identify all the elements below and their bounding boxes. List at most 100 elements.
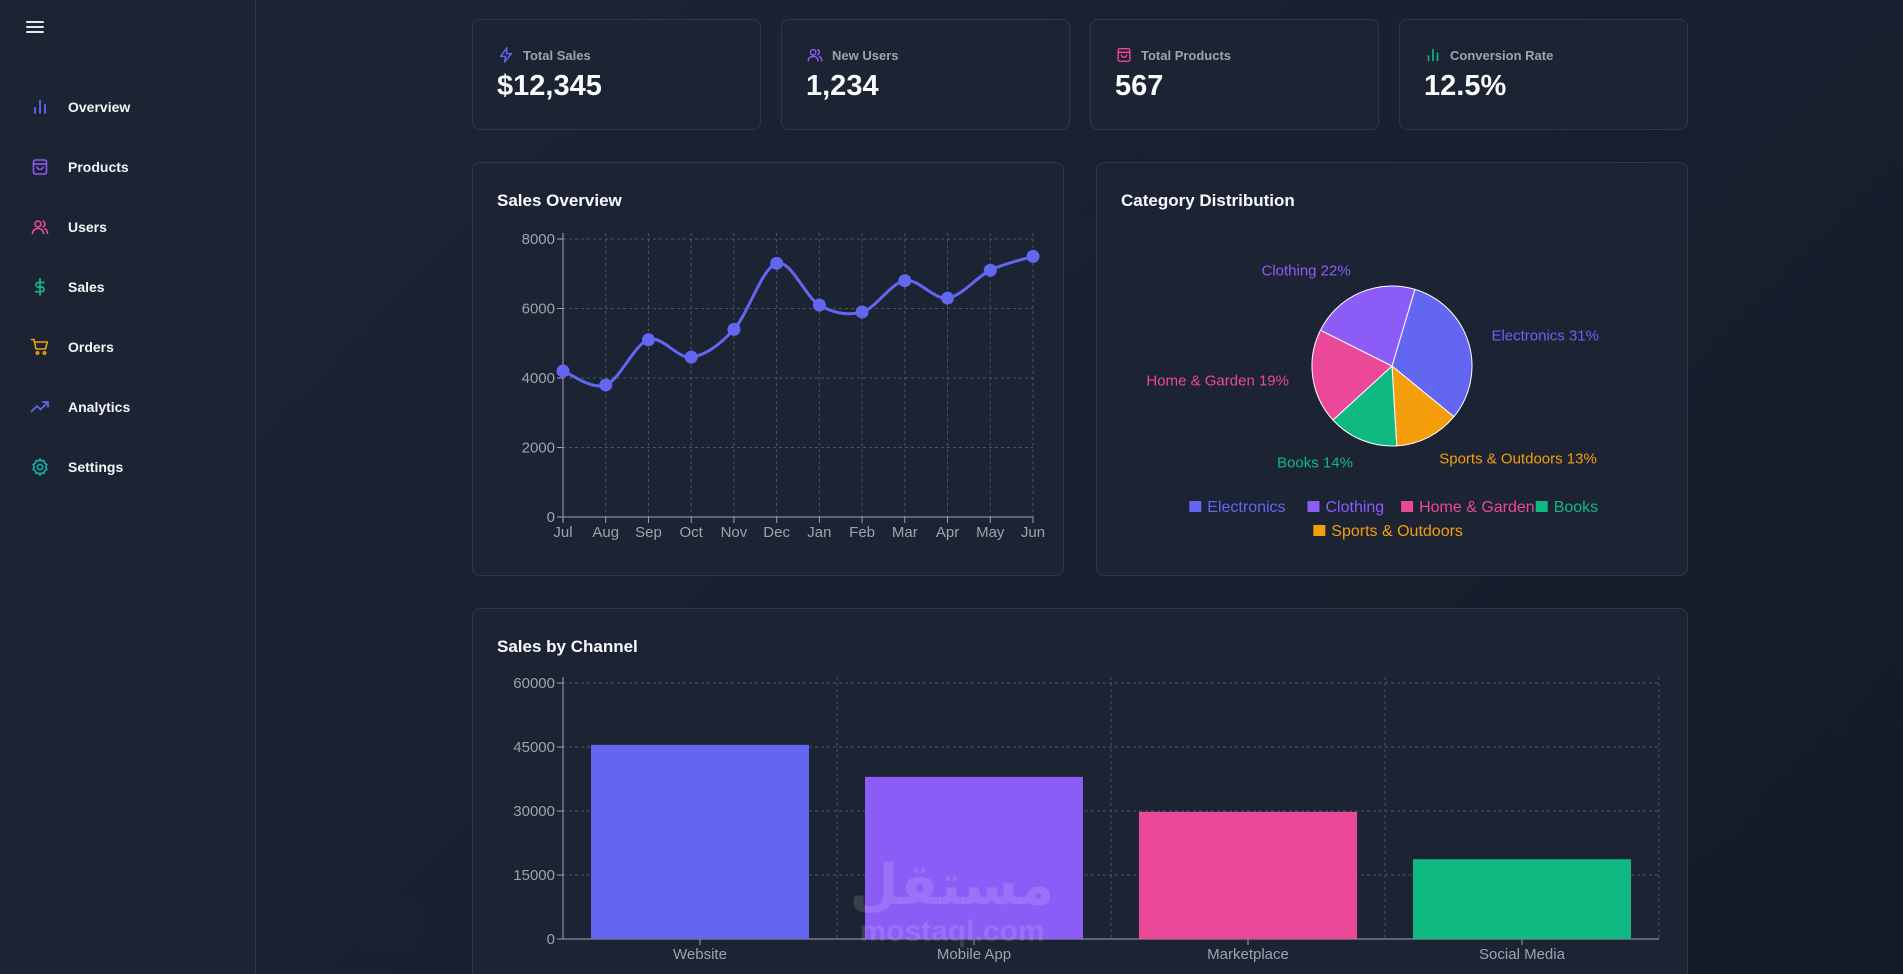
stat-title: Total Sales bbox=[523, 47, 591, 63]
panel-title: Category Distribution bbox=[1121, 191, 1295, 210]
y-tick-label: 60000 bbox=[513, 675, 555, 692]
pie-slice-label: Electronics 31% bbox=[1491, 328, 1599, 345]
sidebar-item-label: Products bbox=[68, 159, 129, 175]
stat-card-total-products: Total Products 567 bbox=[1090, 19, 1379, 130]
stat-title: Total Products bbox=[1141, 47, 1232, 63]
users-icon bbox=[807, 48, 823, 62]
bar bbox=[865, 776, 1083, 939]
shopping-bag-icon bbox=[1117, 47, 1131, 63]
y-tick-label: 4000 bbox=[522, 370, 555, 387]
y-tick-label: 0 bbox=[547, 931, 555, 948]
sales-overview-panel: Sales Overview 0 2000 4000 6000 8000 Jul Aug Se… bbox=[472, 162, 1064, 576]
data-point bbox=[812, 298, 826, 312]
data-point bbox=[641, 333, 655, 347]
watermark-arabic-text: مستقل bbox=[850, 853, 1055, 916]
x-tick-label: Apr bbox=[936, 524, 959, 541]
x-tick-label: Oct bbox=[680, 524, 704, 541]
sidebar-item-orders[interactable]: Orders bbox=[30, 327, 230, 367]
legend-swatch bbox=[1189, 501, 1202, 512]
sidebar-item-users[interactable]: Users bbox=[30, 207, 230, 247]
sidebar: Overview Products Users Sales Orders Ana… bbox=[0, 0, 256, 974]
sidebar-item-label: Orders bbox=[68, 339, 114, 355]
x-tick-label: Jan bbox=[807, 524, 831, 541]
line-chart-grid bbox=[562, 233, 1034, 518]
cart-icon bbox=[30, 338, 49, 356]
panel-title: Sales Overview bbox=[497, 191, 622, 210]
stat-card-conversion-rate: Conversion Rate 12.5% bbox=[1399, 19, 1688, 130]
data-point bbox=[941, 291, 955, 305]
sidebar-item-label: Overview bbox=[68, 99, 131, 115]
pie-slice bbox=[1319, 285, 1416, 367]
legend-swatch bbox=[1401, 501, 1414, 512]
x-tick-label: Website bbox=[673, 946, 727, 963]
x-tick-label: Nov bbox=[721, 524, 748, 541]
y-tick-label: 2000 bbox=[522, 440, 555, 457]
stat-value: 567 bbox=[1115, 70, 1164, 102]
pie-slice-label: Books 14% bbox=[1277, 454, 1353, 471]
x-tick-label: Sep bbox=[635, 524, 662, 541]
pie-slice bbox=[1332, 364, 1398, 447]
category-distribution-chart: Electronics 31% Sports & Outdoors 13% Book… bbox=[1146, 263, 1599, 540]
legend-label: Clothing bbox=[1326, 499, 1385, 516]
lightning-icon bbox=[499, 47, 513, 63]
watermark-latin-text: mostaql.com bbox=[859, 915, 1044, 948]
data-point bbox=[556, 364, 570, 378]
gear-icon bbox=[32, 458, 48, 476]
stat-value: 1,234 bbox=[806, 70, 879, 102]
sidebar-item-label: Sales bbox=[68, 279, 105, 295]
stat-title-row: New Users bbox=[806, 46, 898, 64]
users-icon bbox=[31, 220, 49, 235]
y-tick-label: 15000 bbox=[513, 867, 555, 884]
bar bbox=[1139, 811, 1357, 939]
pie-slice-label: Sports & Outdoors 13% bbox=[1439, 451, 1597, 468]
x-tick-label: Aug bbox=[592, 524, 619, 541]
data-point bbox=[855, 305, 869, 319]
legend-label: Sports & Outdoors bbox=[1331, 523, 1463, 540]
bar bbox=[591, 744, 809, 939]
sidebar-item-overview[interactable]: Overview bbox=[30, 87, 230, 127]
sales-by-channel-panel: Sales by Channel 0 15000 30000 45000 60000 We… bbox=[472, 608, 1688, 974]
bar-chart-icon bbox=[34, 100, 46, 114]
sidebar-item-products[interactable]: Products bbox=[30, 147, 230, 187]
legend-label: Electronics bbox=[1207, 499, 1285, 516]
bar bbox=[1413, 859, 1631, 939]
pie-slice-label: Home & Garden 19% bbox=[1146, 372, 1289, 389]
stat-value: 12.5% bbox=[1424, 70, 1507, 102]
stat-title: New Users bbox=[832, 47, 899, 63]
stat-card-new-users: New Users 1,234 bbox=[781, 19, 1070, 130]
data-point bbox=[727, 322, 741, 336]
data-point bbox=[983, 263, 997, 277]
legend-swatch bbox=[1307, 501, 1320, 512]
hamburger-menu-icon[interactable] bbox=[24, 18, 48, 38]
sidebar-item-label: Users bbox=[68, 219, 107, 235]
legend-swatch bbox=[1313, 525, 1326, 536]
x-tick-label: May bbox=[976, 524, 1005, 541]
sales-line bbox=[562, 254, 1034, 388]
y-tick-label: 30000 bbox=[513, 803, 555, 820]
stat-title-row: Total Sales bbox=[497, 46, 591, 64]
pie-slice bbox=[1311, 329, 1393, 421]
data-point bbox=[684, 350, 698, 364]
dollar-icon bbox=[34, 278, 45, 296]
stat-value: $12,345 bbox=[497, 70, 602, 102]
x-tick-label: Jun bbox=[1021, 524, 1045, 541]
x-tick-label: Mobile App bbox=[937, 946, 1011, 963]
data-point bbox=[770, 256, 784, 270]
shopping-bag-icon bbox=[32, 159, 48, 175]
y-tick-label: 6000 bbox=[522, 301, 555, 318]
trending-up-icon bbox=[30, 401, 49, 413]
sidebar-item-sales[interactable]: Sales bbox=[30, 267, 230, 307]
sidebar-item-settings[interactable]: Settings bbox=[30, 447, 230, 487]
y-tick-label: 0 bbox=[547, 509, 555, 526]
sidebar-item-label: Settings bbox=[68, 459, 124, 475]
stat-card-total-sales: Total Sales $12,345 bbox=[472, 19, 761, 130]
stat-title: Conversion Rate bbox=[1450, 47, 1554, 63]
x-tick-label: Mar bbox=[892, 524, 918, 541]
x-tick-label: Dec bbox=[763, 524, 790, 541]
pie-slice bbox=[1391, 288, 1473, 418]
y-tick-label: 8000 bbox=[522, 231, 555, 248]
x-tick-label: Social Media bbox=[1479, 946, 1566, 963]
panel-title: Sales by Channel bbox=[497, 637, 638, 656]
sidebar-item-analytics[interactable]: Analytics bbox=[30, 387, 230, 427]
y-tick-label: 45000 bbox=[513, 739, 555, 756]
